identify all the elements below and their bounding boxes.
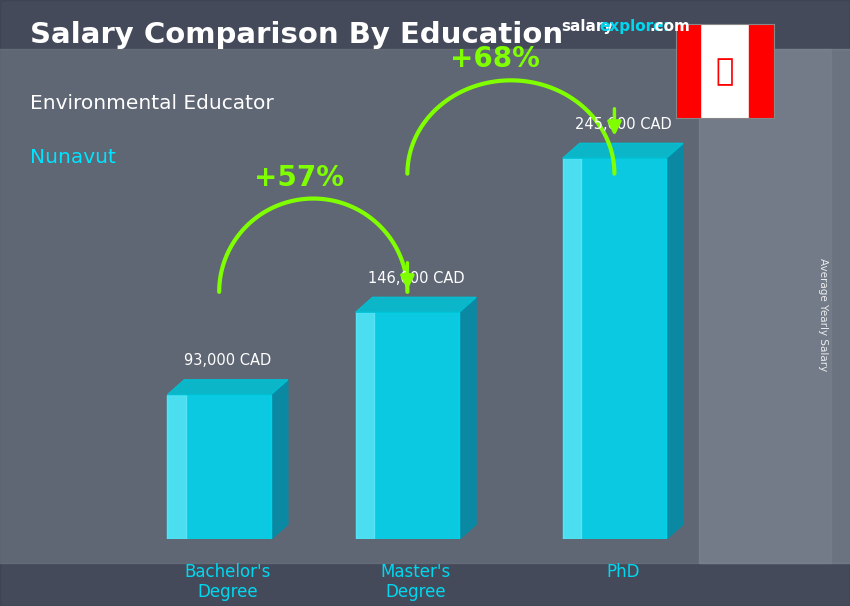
- Bar: [563, 158, 666, 539]
- Text: 🍁: 🍁: [716, 57, 734, 85]
- Bar: [676, 24, 700, 118]
- Text: Environmental Educator: Environmental Educator: [30, 94, 274, 113]
- Text: Average Yearly Salary: Average Yearly Salary: [818, 259, 828, 371]
- Text: explorer: explorer: [599, 19, 672, 35]
- Text: +68%: +68%: [450, 45, 541, 73]
- Text: Master's
Degree: Master's Degree: [381, 562, 451, 602]
- Text: salary: salary: [561, 19, 614, 35]
- Bar: [355, 312, 459, 539]
- Bar: [699, 50, 850, 562]
- Polygon shape: [271, 380, 288, 539]
- Text: .com: .com: [649, 19, 690, 35]
- Text: 146,000 CAD: 146,000 CAD: [367, 271, 464, 285]
- Bar: [355, 312, 374, 539]
- Bar: [563, 158, 581, 539]
- Bar: [167, 395, 186, 539]
- Text: 93,000 CAD: 93,000 CAD: [184, 353, 271, 368]
- Polygon shape: [459, 298, 476, 539]
- Text: Nunavut: Nunavut: [30, 148, 116, 167]
- Bar: [167, 395, 271, 539]
- Text: Salary Comparison By Education: Salary Comparison By Education: [30, 21, 563, 49]
- Bar: [0, 50, 830, 562]
- Text: 245,000 CAD: 245,000 CAD: [575, 117, 672, 132]
- Text: PhD: PhD: [606, 562, 640, 581]
- Text: +57%: +57%: [254, 164, 344, 191]
- Polygon shape: [666, 144, 683, 539]
- Polygon shape: [167, 380, 288, 395]
- Bar: [749, 24, 774, 118]
- Polygon shape: [563, 144, 683, 158]
- Polygon shape: [355, 298, 476, 312]
- Text: Bachelor's
Degree: Bachelor's Degree: [184, 562, 271, 602]
